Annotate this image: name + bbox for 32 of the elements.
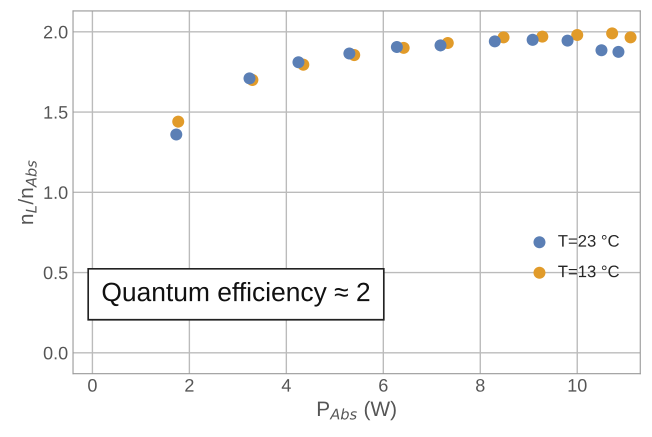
y-tick-label: 0.0 <box>44 346 68 360</box>
point <box>434 39 447 52</box>
x-tick-label: 2 <box>185 378 194 392</box>
point <box>536 30 548 43</box>
legend-label: T=23 °C <box>558 234 619 247</box>
y-tick-label: 1.0 <box>44 186 68 199</box>
point <box>390 41 403 54</box>
annotation: Quantum efficiency ≈ 2 <box>102 282 370 307</box>
legend-label: T=13 °C <box>558 266 619 278</box>
x-tick-label: 0 <box>88 378 97 392</box>
point <box>170 128 182 141</box>
point <box>343 47 356 60</box>
x-tick-label: 4 <box>282 379 291 392</box>
point <box>571 28 584 42</box>
y-axis-title: n$_{L}$/n$_{Abs}$ <box>18 160 37 224</box>
y-tick-label: 1.5 <box>44 106 68 119</box>
x-tick-label: 6 <box>379 378 388 392</box>
x-tick-label: 8 <box>476 378 485 392</box>
point <box>562 34 574 47</box>
point <box>624 31 637 44</box>
y-tick-label: 0.5 <box>44 266 68 280</box>
point <box>172 116 184 128</box>
point <box>595 44 608 56</box>
point <box>243 72 256 84</box>
point <box>526 34 539 46</box>
point <box>606 27 618 40</box>
point <box>612 46 624 58</box>
y-tick-label: 2.0 <box>44 26 68 39</box>
point <box>488 35 501 48</box>
x-tick-label: 10 <box>568 378 587 392</box>
point <box>292 56 304 68</box>
x-axis-title: P$_{Abs}$ (W) <box>318 400 396 420</box>
